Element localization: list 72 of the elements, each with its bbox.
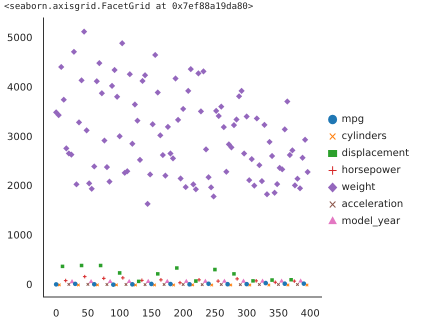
x-tick-label: 300: [237, 308, 256, 320]
legend-label: cylinders: [342, 131, 387, 142]
point: [98, 264, 102, 268]
point: [149, 282, 154, 286]
point: [222, 279, 226, 283]
y-tick-label: 1000: [6, 230, 32, 242]
x-tick-label: 200: [174, 308, 193, 320]
point: [168, 282, 173, 286]
x-tick-label: 0: [52, 308, 60, 320]
point: [302, 281, 306, 286]
x-tick-label: 150: [142, 308, 161, 320]
x-tick-label: 350: [268, 308, 288, 320]
text: <seaborn.axisgrid.FacetGrid at 0x7ef88a19da80>: [4, 2, 254, 12]
y-tick-label: 4000: [6, 82, 32, 94]
legend-label: displacement: [342, 148, 410, 160]
point: [146, 279, 150, 284]
point: [258, 282, 262, 286]
point: [184, 279, 188, 283]
point: [241, 279, 246, 283]
point: [143, 282, 147, 286]
point: [213, 268, 217, 272]
point: [136, 280, 140, 284]
point: [111, 282, 116, 287]
point: [232, 272, 236, 276]
point: [127, 279, 132, 284]
legend-label: weight: [342, 182, 376, 194]
point: [289, 278, 293, 282]
point: [194, 279, 198, 283]
y-tick-label: 0: [26, 280, 32, 291]
point: [130, 282, 135, 287]
point: [282, 281, 288, 286]
point: [276, 282, 280, 286]
point: [206, 281, 211, 286]
point: [187, 282, 192, 287]
point: [244, 282, 249, 286]
point: [165, 279, 170, 283]
point: [263, 280, 268, 286]
point: [181, 282, 185, 286]
legend-label: acceleration: [342, 199, 404, 210]
point: [156, 272, 160, 276]
y-tick-label: 5000: [6, 33, 32, 44]
point: [118, 271, 122, 275]
point: [178, 280, 182, 285]
point: [92, 282, 97, 287]
point: [251, 279, 255, 283]
point: [296, 282, 300, 286]
point: [60, 264, 64, 268]
point: [54, 282, 58, 287]
point: [72, 282, 78, 286]
point: [105, 282, 109, 286]
x-tick-label: 400: [300, 308, 320, 320]
y-tick-label: 2000: [6, 181, 32, 192]
x-tick-label: 250: [205, 308, 224, 320]
point: [162, 282, 166, 286]
y-tick-label: 3000: [6, 132, 32, 143]
point: [175, 266, 179, 270]
point: [298, 278, 303, 283]
point: [124, 282, 128, 286]
legend-label: horsepower: [342, 165, 402, 176]
point: [260, 279, 265, 283]
point: [80, 264, 84, 268]
point: [89, 279, 94, 284]
x-tick-label: 50: [82, 308, 94, 320]
legend-label: mpg: [342, 114, 364, 126]
x-tick-label: 100: [110, 308, 130, 320]
point: [108, 279, 112, 284]
legend-label: model_year: [342, 216, 401, 228]
point: [203, 279, 208, 283]
point: [225, 282, 230, 287]
point: [270, 278, 274, 282]
point: [70, 280, 74, 284]
point: [280, 278, 284, 283]
